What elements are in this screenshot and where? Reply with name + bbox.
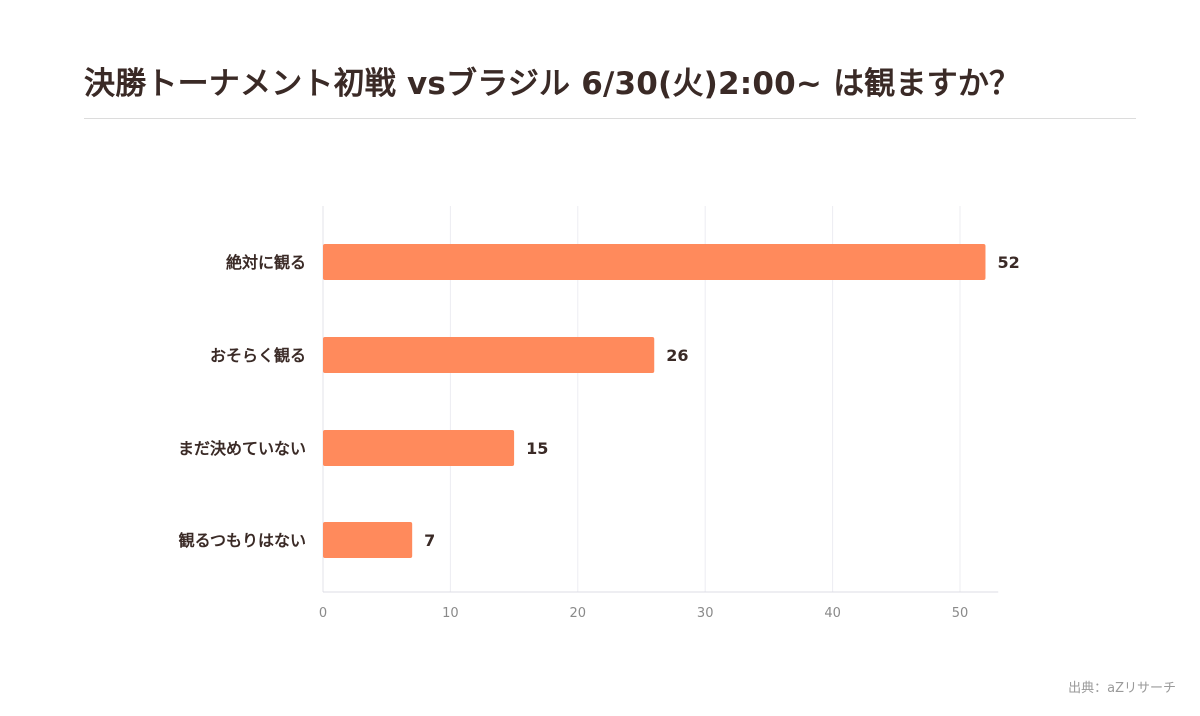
value-label: 26: [666, 346, 688, 365]
x-tick-label: 40: [824, 606, 841, 621]
x-tick-label: 20: [570, 606, 587, 621]
source-credit: 出典：aZリサーチ: [1068, 681, 1176, 696]
value-label: 52: [997, 253, 1019, 272]
category-label: まだ決めていない: [178, 439, 306, 458]
x-tick-label: 30: [697, 606, 714, 621]
bar: [323, 244, 986, 280]
value-label: 7: [424, 531, 435, 550]
category-label: 観るつもりはない: [179, 531, 306, 550]
bar: [323, 337, 655, 373]
value-label: 15: [526, 439, 548, 458]
x-tick-label: 10: [442, 606, 459, 621]
x-tick-label: 0: [319, 606, 327, 621]
x-tick-label: 50: [952, 606, 969, 621]
bar: [323, 430, 515, 466]
chart-title: 決勝トーナメント初戦 vsブラジル 6/30(火)2:00~ は観ますか？: [84, 66, 1021, 102]
x-axis-ticks: 0 10 20 30 40 50: [319, 606, 968, 621]
category-label: 絶対に観る: [226, 253, 306, 272]
title-divider: [84, 118, 1136, 119]
category-label: おそらく観る: [210, 346, 306, 365]
labels-layer: 絶対に観る 52 おそらく観る 26 まだ決めていない 15 観るつもりはない 7: [178, 253, 1020, 550]
bar: [323, 522, 413, 558]
bars-layer: [323, 244, 986, 558]
